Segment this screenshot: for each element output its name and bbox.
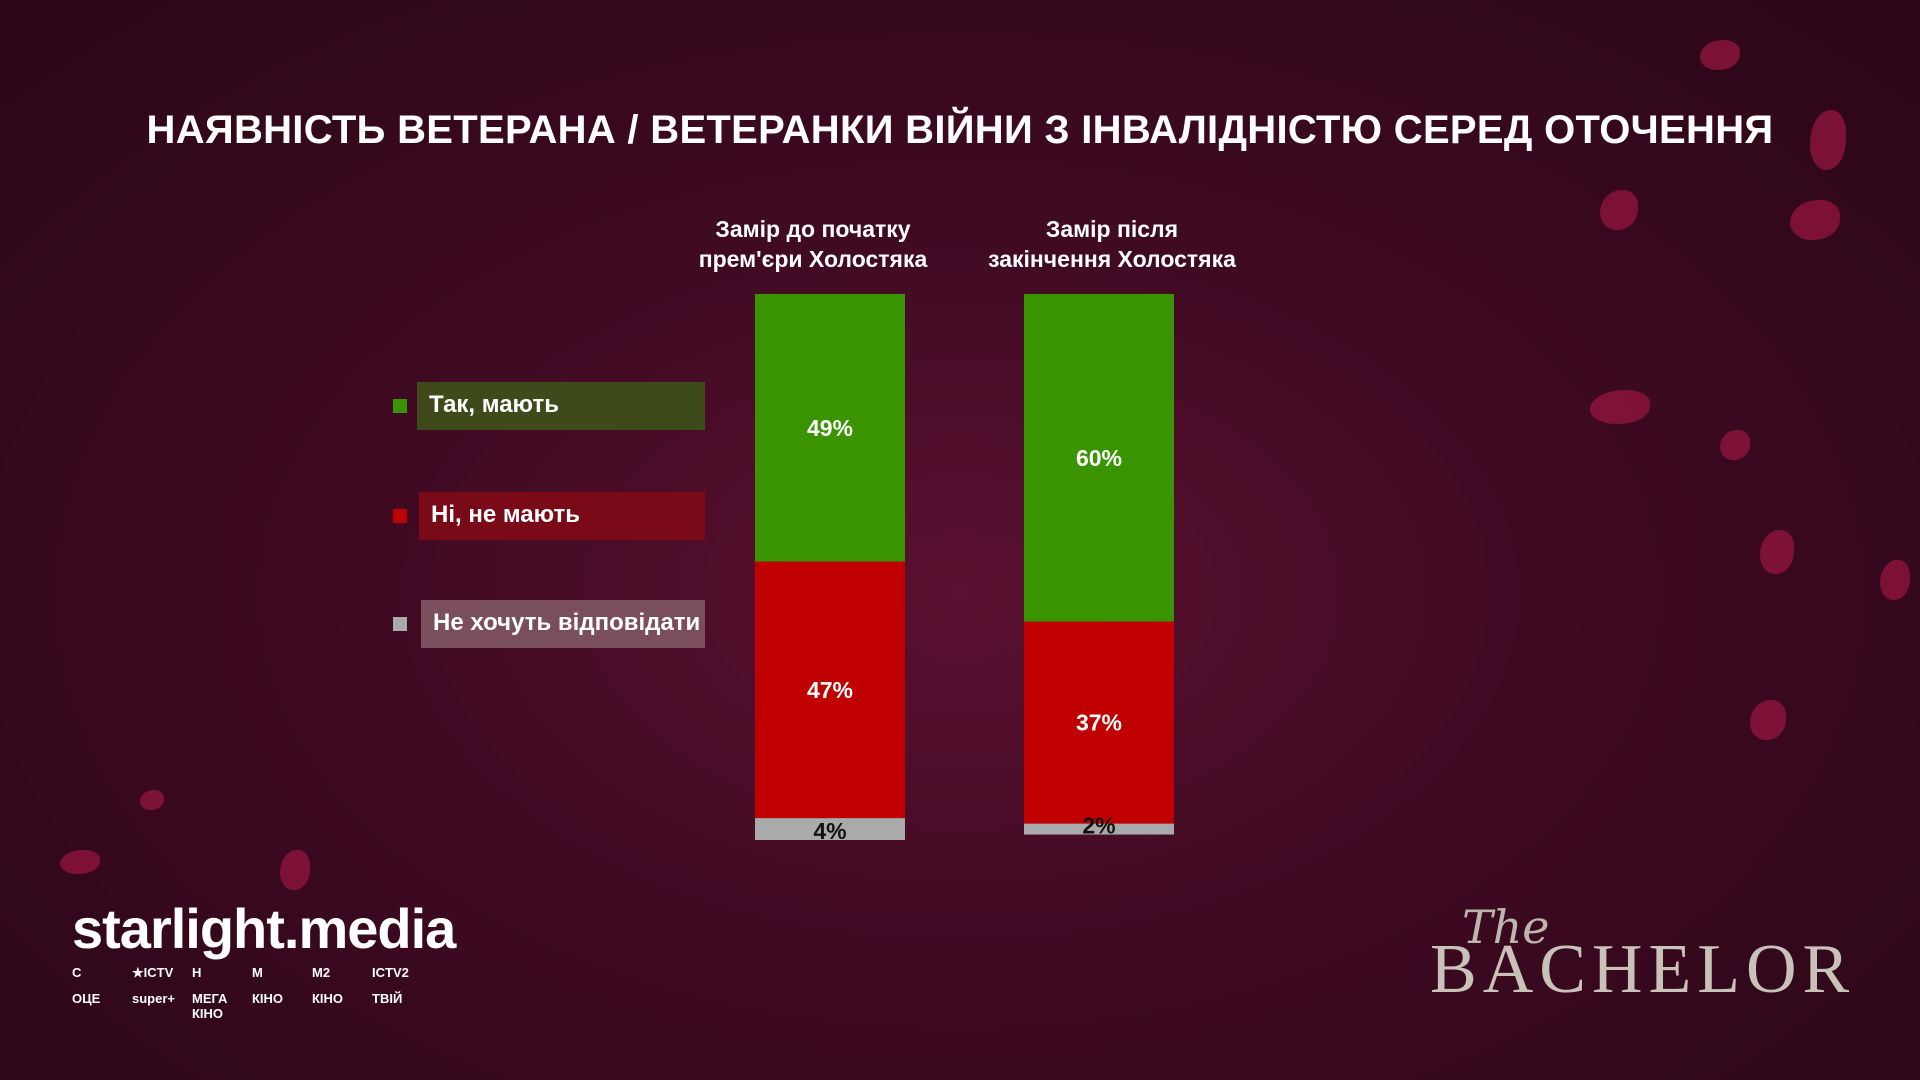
bachelor-logo: BACHELOR bbox=[1430, 931, 1856, 1008]
legend-swatch-refuse bbox=[393, 617, 407, 631]
bar-segment-refuse-1 bbox=[1024, 823, 1174, 835]
rose-petal-decoration bbox=[1720, 430, 1750, 460]
rose-petal-decoration bbox=[1790, 200, 1840, 240]
channel-logo: ТВІЙ bbox=[372, 991, 403, 1006]
channel-logo: МЕГА КІНО bbox=[192, 991, 228, 1021]
rose-petal-decoration bbox=[1810, 110, 1846, 170]
channel-logo: ICTV2 bbox=[372, 965, 409, 980]
bar-segment-no-0 bbox=[755, 561, 905, 819]
column-header-line: прем'єри Холостяка bbox=[698, 246, 928, 272]
column-header-line: Замір після bbox=[1045, 216, 1179, 242]
channel-logo: Н bbox=[192, 965, 202, 980]
legend-swatch-no bbox=[393, 509, 407, 523]
column-header-after: Замір після закінчення Холостяка bbox=[962, 214, 1262, 274]
channel-logo: С bbox=[72, 965, 82, 980]
legend-label-yes: Так, мають bbox=[417, 382, 705, 430]
page-title: НАЯВНІСТЬ ВЕТЕРАНА / ВЕТЕРАНКИ ВІЙНИ З І… bbox=[146, 108, 1774, 152]
starlight-media-logo: starlight.media bbox=[72, 897, 456, 960]
channel-logo: М2 bbox=[312, 965, 331, 980]
rose-petal-decoration bbox=[1760, 530, 1794, 574]
channel-logo: КІНО bbox=[252, 991, 284, 1006]
bar-segment-refuse-0 bbox=[755, 818, 905, 840]
legend-swatch-yes bbox=[393, 399, 407, 413]
rose-petal-decoration bbox=[280, 850, 310, 890]
legend-item-yes: Так, мають bbox=[393, 382, 705, 430]
column-header-line: закінчення Холостяка bbox=[988, 246, 1236, 272]
data-label: 2% bbox=[1082, 813, 1115, 839]
data-label: 37% bbox=[1076, 710, 1122, 736]
legend-item-no: Ні, не мають bbox=[393, 492, 705, 540]
legend-item-refuse: Не хочуть відповідати bbox=[393, 600, 705, 648]
bar-segment-yes-0 bbox=[755, 294, 905, 562]
bar-segment-no-1 bbox=[1024, 621, 1174, 824]
legend-label-no: Ні, не мають bbox=[419, 492, 705, 540]
rose-petal-decoration bbox=[140, 790, 164, 810]
channel-logo: ОЦЕ bbox=[72, 991, 101, 1006]
column-header-line: Замір до початку bbox=[715, 216, 911, 242]
column-header-before: Замір до початку прем'єри Холостяка bbox=[663, 214, 963, 274]
data-label: 4% bbox=[813, 818, 846, 844]
rose-petal-decoration bbox=[1750, 700, 1786, 740]
channel-logo: super+ bbox=[132, 991, 175, 1006]
rose-petal-decoration bbox=[1700, 40, 1740, 70]
data-label: 60% bbox=[1076, 445, 1122, 471]
bachelor-logo-the: The bbox=[1462, 900, 1550, 954]
channel-logo: ★ICTV bbox=[132, 965, 174, 980]
channel-logos: С ★ICTV Н М М2 ICTV2 ОЦЕ super+ МЕГА КІН… bbox=[72, 965, 432, 1021]
channel-logo: КІНО bbox=[312, 991, 344, 1006]
rose-petal-decoration bbox=[60, 850, 100, 874]
data-label: 49% bbox=[807, 415, 853, 441]
data-label: 47% bbox=[807, 677, 853, 703]
bar-segment-yes-1 bbox=[1024, 294, 1174, 622]
rose-petal-decoration bbox=[1600, 190, 1638, 230]
channel-logo: М bbox=[252, 965, 263, 980]
rose-petal-decoration bbox=[1880, 560, 1910, 600]
rose-petal-decoration bbox=[1590, 390, 1650, 424]
legend-label-refuse: Не хочуть відповідати bbox=[421, 600, 705, 648]
